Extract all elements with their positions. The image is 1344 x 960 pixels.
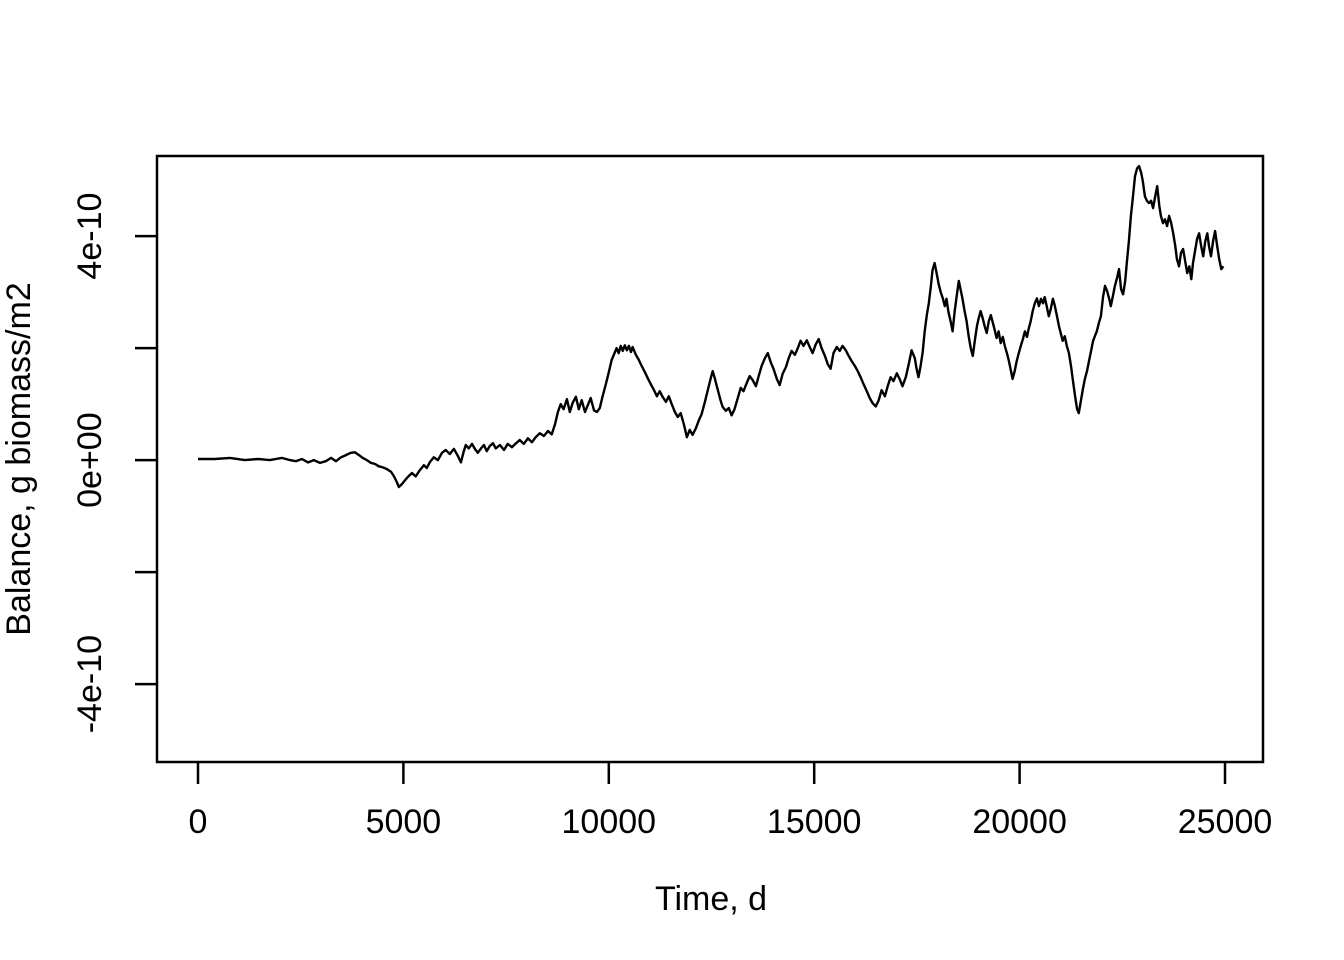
y-tick-label: -4e-10 xyxy=(71,635,109,733)
series-layer xyxy=(198,164,1225,489)
axes-layer: 0 5000 10000 15000 20000 25000 4e-10 0e+00 -4e-1… xyxy=(71,154,1273,841)
x-tick-label: 15000 xyxy=(767,803,862,841)
x-tick-label: 0 xyxy=(189,803,208,841)
balance-series-line xyxy=(198,164,1225,489)
y-tick-label: 4e-10 xyxy=(71,193,109,280)
x-tick-label: 25000 xyxy=(1178,803,1273,841)
x-tick-label: 5000 xyxy=(366,803,442,841)
y-tick-label: 0e+00 xyxy=(71,412,109,508)
y-axis-title: Balance, g biomass/m2 xyxy=(0,282,38,635)
x-tick-label: 20000 xyxy=(972,803,1067,841)
x-tick-label: 10000 xyxy=(562,803,657,841)
x-axis-title: Time, d xyxy=(655,880,767,918)
